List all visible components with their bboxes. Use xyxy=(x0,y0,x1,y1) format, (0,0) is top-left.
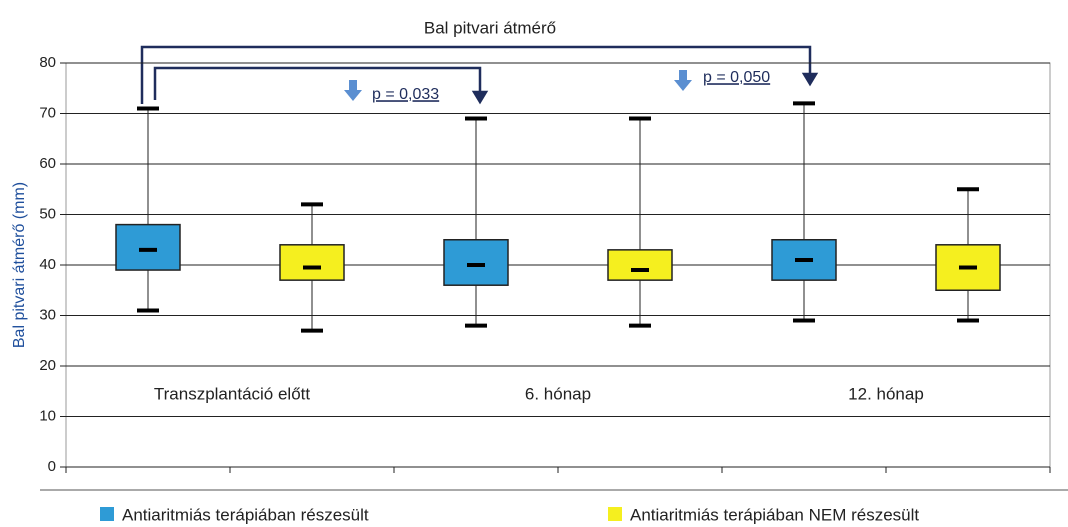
down-arrow-icon xyxy=(674,70,692,91)
y-tick-label: 80 xyxy=(39,54,56,71)
p-value: p = 0,033 xyxy=(372,86,439,103)
bracket xyxy=(140,45,812,104)
arrow-head xyxy=(801,72,819,87)
group-label: 12. hónap xyxy=(848,384,924,403)
y-tick-label: 50 xyxy=(39,205,56,222)
arrow-head xyxy=(471,90,489,105)
box xyxy=(279,244,345,281)
legend-label: Antiaritmiás terápiában NEM részesült xyxy=(630,505,919,524)
chart-title: Bal pitvari átmérő xyxy=(424,18,556,37)
group-label: 6. hónap xyxy=(525,384,591,403)
y-tick-label: 40 xyxy=(39,256,56,273)
y-tick-label: 30 xyxy=(39,306,56,323)
brackets xyxy=(140,45,819,105)
p-value: p = 0,050 xyxy=(703,69,770,86)
legend-swatch xyxy=(608,507,622,521)
group-label: Transzplantáció előtt xyxy=(154,384,311,403)
down-arrow-icon xyxy=(344,80,362,101)
y-tick-label: 70 xyxy=(39,104,56,121)
y-tick-label: 20 xyxy=(39,357,56,374)
box xyxy=(607,249,673,281)
y-tick-label: 0 xyxy=(48,458,56,475)
box xyxy=(115,223,181,271)
y-tick-label: 10 xyxy=(39,407,56,424)
y-tick-label: 60 xyxy=(39,155,56,172)
legend-swatch xyxy=(100,507,114,521)
legend-label: Antiaritmiás terápiában részesült xyxy=(122,505,369,524)
y-axis-label: Bal pitvari átmérő (mm) xyxy=(11,182,28,348)
box xyxy=(443,239,509,286)
bracket xyxy=(153,66,482,100)
